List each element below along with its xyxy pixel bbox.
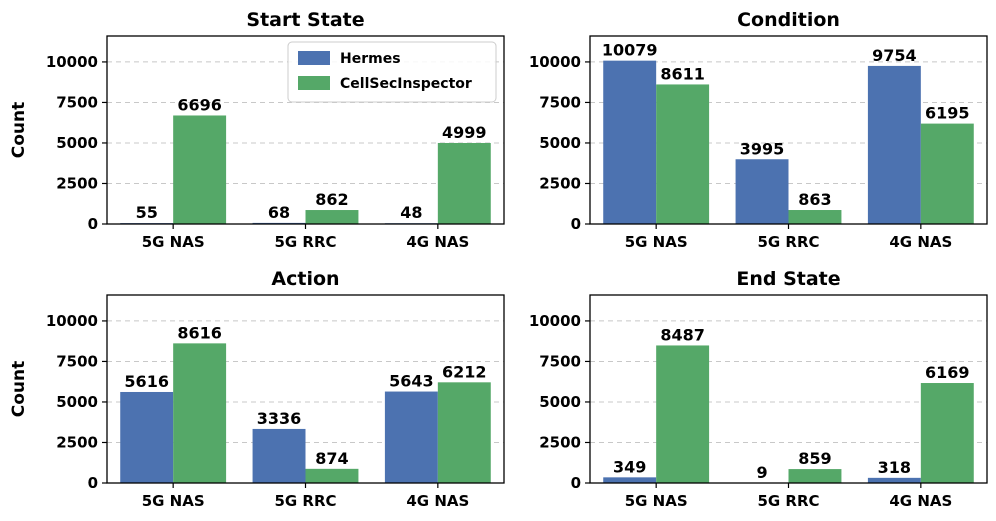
x-tick-label: 5G NAS	[142, 233, 205, 251]
y-tick-label: 2500	[56, 174, 98, 192]
chart-title: End State	[736, 268, 840, 290]
legend-swatch-hermes	[298, 51, 330, 65]
y-tick-label: 2500	[539, 174, 581, 192]
y-tick-label: 5000	[539, 393, 581, 411]
bar-hermes-5g-nas	[120, 391, 174, 483]
bar-hermes-4g-nas	[384, 391, 438, 483]
y-tick-label: 5000	[539, 134, 581, 152]
y-tick-label: 10000	[529, 312, 581, 330]
x-tick-label: 5G RRC	[757, 233, 819, 251]
y-tick-label: 10000	[529, 53, 581, 71]
data-label-cellsecinspector-5g-rrc: 859	[798, 449, 831, 468]
x-tick-label: 4G NAS	[889, 233, 952, 251]
legend: Hermes CellSecInspector	[287, 41, 497, 103]
data-label-hermes-5g-nas: 349	[613, 457, 646, 476]
x-tick-label: 5G RRC	[757, 492, 819, 510]
chart-title: Start State	[246, 9, 364, 31]
data-label-cellsecinspector-4g-nas: 6195	[925, 104, 970, 123]
data-label-cellsecinspector-5g-nas: 8611	[660, 64, 705, 83]
bar-cellsecinspector-4g-nas	[437, 142, 491, 224]
data-label-cellsecinspector-4g-nas: 4999	[442, 123, 487, 142]
bar-cellsecinspector-4g-nas	[437, 382, 491, 483]
data-label-hermes-4g-nas: 48	[400, 203, 422, 222]
y-axis-label: Count	[9, 102, 29, 159]
bar-cellsecinspector-5g-nas	[173, 343, 227, 483]
x-tick-label: 4G NAS	[406, 492, 469, 510]
x-tick-label: 4G NAS	[889, 492, 952, 510]
data-label-hermes-5g-nas: 5616	[124, 372, 169, 391]
bar-cellsecinspector-5g-nas	[656, 345, 710, 483]
y-tick-label: 0	[571, 474, 581, 492]
y-tick-label: 10000	[46, 312, 98, 330]
y-tick-label: 5000	[56, 393, 98, 411]
x-tick-label: 5G NAS	[142, 492, 205, 510]
bar-hermes-5g-rrc	[735, 159, 789, 224]
y-tick-label: 0	[571, 215, 581, 233]
data-label-hermes-5g-rrc: 3995	[740, 139, 785, 158]
legend-label-hermes: Hermes	[340, 51, 401, 67]
chart-title: Action	[271, 268, 339, 290]
chart-condition: 10079 3995 9754 8611 863 6195 0 2500 5000 7500 100…	[529, 9, 988, 251]
y-tick-label: 2500	[56, 433, 98, 451]
data-label-cellsecinspector-5g-rrc: 863	[798, 190, 831, 209]
data-label-cellsecinspector-5g-nas: 8616	[177, 323, 222, 342]
chart-title: Condition	[737, 9, 840, 31]
bar-cellsecinspector-5g-rrc	[305, 210, 359, 224]
chart-end-state: 349 9 318 8487 859 6169 0 2500 5000 7500 10000 5G N…	[529, 268, 988, 510]
bar-cellsecinspector-5g-nas	[173, 115, 227, 224]
bar-hermes-5g-rrc	[252, 428, 306, 483]
x-tick-label: 4G NAS	[406, 233, 469, 251]
chart-action: 5616 3336 5643 8616 874 6212 0 2500 5000 7500 1000…	[9, 268, 505, 510]
bar-cellsecinspector-5g-rrc	[788, 469, 842, 483]
legend-label-cellsecinspector: CellSecInspector	[340, 76, 472, 92]
y-tick-label: 2500	[539, 433, 581, 451]
bar-cellsecinspector-5g-rrc	[305, 468, 359, 483]
bar-hermes-4g-nas	[867, 477, 921, 483]
data-label-hermes-4g-nas: 9754	[872, 46, 917, 65]
bar-cellsecinspector-5g-nas	[656, 84, 710, 224]
y-tick-label: 7500	[56, 352, 98, 370]
y-tick-label: 0	[88, 474, 98, 492]
y-tick-label: 5000	[56, 134, 98, 152]
bar-cellsecinspector-4g-nas	[920, 123, 974, 224]
data-label-hermes-4g-nas: 318	[878, 458, 911, 477]
data-label-cellsecinspector-5g-rrc: 874	[315, 449, 348, 468]
legend-swatch-cellsecinspector	[298, 76, 330, 90]
data-label-cellsecinspector-5g-rrc: 862	[315, 190, 348, 209]
x-tick-label: 5G RRC	[274, 492, 336, 510]
data-label-hermes-5g-nas: 10079	[602, 41, 658, 60]
bar-cellsecinspector-5g-rrc	[788, 210, 842, 224]
x-tick-label: 5G NAS	[625, 492, 688, 510]
data-label-hermes-5g-nas: 55	[136, 203, 158, 222]
x-tick-label: 5G NAS	[625, 233, 688, 251]
y-tick-label: 0	[88, 215, 98, 233]
data-label-cellsecinspector-4g-nas: 6169	[925, 363, 970, 382]
y-tick-label: 7500	[539, 93, 581, 111]
data-label-hermes-5g-rrc: 68	[268, 203, 290, 222]
data-label-cellsecinspector-5g-nas: 8487	[660, 325, 705, 344]
chart-start-state: 55 68 48 6696 862 4999 0 2500 5000 7500 10000 5G NA…	[9, 9, 505, 251]
data-label-cellsecinspector-4g-nas: 6212	[442, 362, 487, 381]
y-tick-label: 10000	[46, 53, 98, 71]
bar-hermes-5g-nas	[603, 60, 657, 224]
data-label-hermes-5g-rrc: 3336	[257, 409, 302, 428]
legend-box	[287, 41, 497, 103]
x-tick-label: 5G RRC	[274, 233, 336, 251]
y-axis-label: Count	[9, 361, 29, 418]
bar-cellsecinspector-4g-nas	[920, 383, 974, 483]
bar-hermes-4g-nas	[867, 65, 921, 224]
y-tick-label: 7500	[56, 93, 98, 111]
data-label-cellsecinspector-5g-nas: 6696	[177, 95, 222, 114]
data-label-hermes-4g-nas: 5643	[389, 372, 434, 391]
data-label-hermes-5g-rrc: 9	[756, 463, 767, 482]
bar-hermes-5g-nas	[603, 477, 657, 483]
y-tick-label: 7500	[539, 352, 581, 370]
